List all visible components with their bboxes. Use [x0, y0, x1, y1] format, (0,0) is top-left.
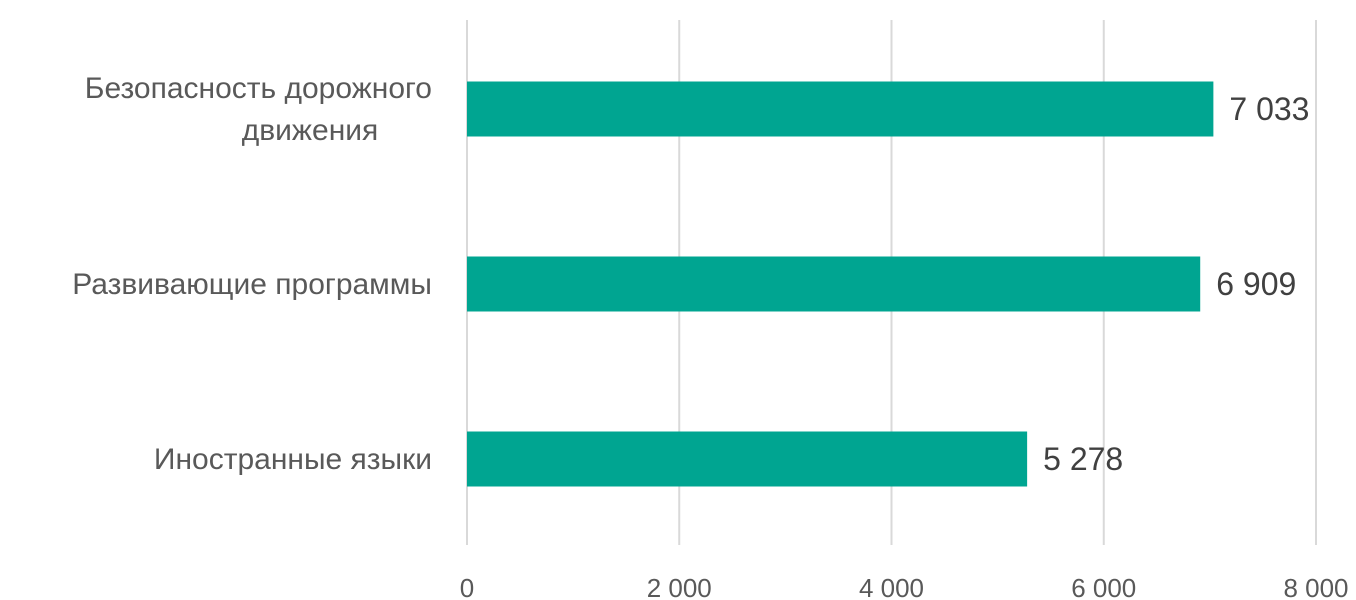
category-labels: Безопасность дорожного движения Развивающи… [72, 72, 432, 476]
category-label: Иностранные языки [154, 443, 432, 476]
x-tick-label: 2 000 [647, 573, 712, 600]
data-label: 7 033 [1229, 91, 1309, 127]
x-axis-tick-labels: 0 2 000 4 000 6 000 8 000 [460, 573, 1349, 600]
bars [467, 81, 1214, 487]
category-label: Развивающие программы [72, 268, 432, 301]
bar [467, 256, 1201, 312]
data-label: 6 909 [1216, 266, 1296, 302]
bar [467, 431, 1028, 487]
category-label-line: Развивающие программы [72, 268, 432, 301]
bar [467, 81, 1214, 137]
category-label-line: Иностранные языки [154, 443, 432, 476]
category-label-line: Безопасность дорожного [85, 72, 432, 105]
data-label: 5 278 [1043, 441, 1123, 477]
x-tick-label: 8 000 [1283, 573, 1348, 600]
category-label: Безопасность дорожного движения [85, 72, 432, 147]
x-tick-label: 0 [460, 573, 474, 600]
value-labels: 7 033 6 909 5 278 [1043, 91, 1309, 477]
category-label-line: движения [242, 114, 379, 147]
x-tick-label: 4 000 [859, 573, 924, 600]
x-tick-label: 6 000 [1071, 573, 1136, 600]
